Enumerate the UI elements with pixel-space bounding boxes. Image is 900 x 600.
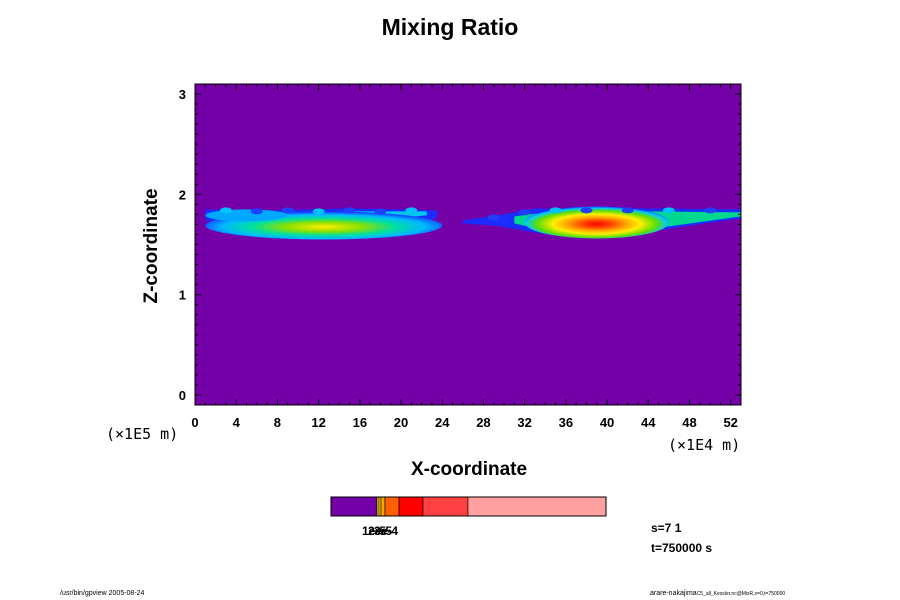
step-label: s=7 1 [651, 521, 682, 535]
cloud-left-patch [205, 209, 288, 222]
cloud-fleck [374, 208, 387, 215]
cloud-right-core [524, 206, 669, 239]
x-tick-label: 52 [723, 415, 737, 430]
colorbar-frame [330, 496, 607, 517]
cloud-fleck [704, 207, 717, 214]
x-tick-label: 28 [476, 415, 490, 430]
y-axis-unit: (×1E5 m) [106, 425, 179, 443]
cloud-fleck [343, 207, 356, 214]
x-tick-label: 40 [600, 415, 614, 430]
colorbar-tick-label: 3e-4 [374, 524, 398, 538]
colorbar-tick-label: 2e-5 [368, 524, 392, 538]
y-axis-label: Z-coordinate [141, 188, 162, 304]
x-axis-label: X-coordinate [410, 459, 528, 480]
cloud-fleck [549, 207, 562, 214]
cloud-fleck [250, 208, 263, 215]
x-tick-label: 20 [394, 415, 408, 430]
colorbar-segment [398, 496, 424, 517]
y-tick-label: 1 [179, 288, 186, 303]
colorbar-segment [380, 496, 386, 517]
colorbar-segment [422, 496, 469, 517]
cloud-fleck [518, 209, 531, 216]
colorbar: 1e-52e-53e-4 [330, 496, 607, 538]
x-tick-label: 4 [233, 415, 241, 430]
cloud-fleck [281, 207, 294, 214]
y-tick-label: 0 [179, 388, 186, 403]
footer-right-main: arare-nakajima [650, 590, 697, 597]
colorbar-tick-label: 1e-5 [362, 524, 386, 538]
cloud-fleck [405, 207, 418, 214]
x-tick-label: 36 [559, 415, 573, 430]
x-tick-label: 8 [274, 415, 281, 430]
cloud-layer [205, 206, 741, 240]
colorbar-segment [330, 496, 378, 517]
time-label: t=750000 s [651, 541, 713, 555]
x-tick-label: 12 [311, 415, 325, 430]
cloud-fleck [219, 207, 232, 214]
x-tick-label: 32 [517, 415, 531, 430]
footer-left: /usr/bin/gpview 2005-08-24 [60, 590, 145, 597]
cloud-fleck [580, 207, 593, 214]
chart-title: Mixing Ratio [381, 14, 519, 40]
x-tick-label: 16 [353, 415, 367, 430]
cloud-fleck [312, 208, 325, 215]
x-tick-label: 0 [191, 415, 198, 430]
x-tick-label: 24 [435, 415, 450, 430]
y-tick-label: 2 [179, 187, 186, 202]
cloud-fleck [487, 214, 500, 221]
y-tick-label: 3 [179, 87, 186, 102]
colorbar-segment [467, 496, 607, 517]
x-axis-unit: (×1E4 m) [668, 436, 741, 454]
footer-right-small: C5_all_Kessler.nc@MixR,x=0,t=750000 [696, 591, 786, 597]
colorbar-segment [384, 496, 400, 517]
cloud-fleck [662, 207, 675, 214]
footer-right: arare-nakajimaC5_all_Kessler.nc@MixR,x=0… [650, 590, 785, 597]
cloud-fleck [621, 207, 634, 214]
x-tick-label: 48 [682, 415, 696, 430]
heatmap-background [195, 84, 741, 405]
x-tick-label: 44 [641, 415, 656, 430]
